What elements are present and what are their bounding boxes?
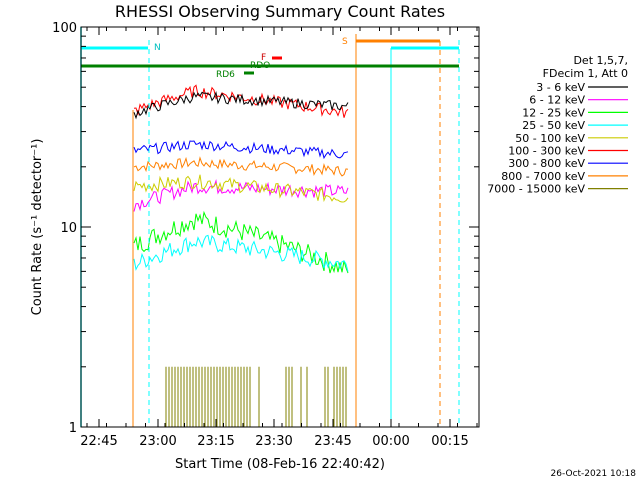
plot-series [133,84,349,427]
y-tick-label: 1 [69,421,77,436]
legend-header-line-2: FDecim 1, Att 0 [543,67,628,80]
flare-flag: F [261,53,266,63]
legend-label: 100 - 300 keV [508,145,585,158]
legend-label: 50 - 100 keV [515,132,585,145]
legend-label: 300 - 800 keV [508,157,585,170]
decimation-flag: RD6 [216,70,235,80]
x-tick-label: 22:45 [80,434,117,449]
night-flag: N [154,43,161,53]
x-tick-label: 23:15 [197,434,234,449]
x-tick-label: 00:00 [372,434,409,449]
legend-label: 7000 - 15000 keV [487,183,585,196]
legend-label: 25 - 50 keV [522,119,585,132]
x-tick-label: 23:00 [139,434,176,449]
legend-label: 12 - 25 keV [522,106,585,119]
x-axis-label: Start Time (08-Feb-16 22:40:42) [175,457,385,472]
series-line [133,84,349,118]
legend-label: 6 - 12 keV [529,94,585,107]
series-line [133,90,349,120]
legend-label: 3 - 6 keV [536,81,585,94]
series-line [133,179,349,212]
timestamp: 26-Oct-2021 10:18 [551,469,637,479]
saa-flag: S [342,37,348,47]
series-line [133,210,349,274]
y-ticks: 1 10 100 [52,21,479,436]
rdo-flag: RDO [250,61,270,71]
y-tick-label: 100 [52,21,77,36]
series-line [133,140,349,160]
legend-label: 800 - 7000 keV [501,170,585,183]
x-tick-label: 23:30 [255,434,292,449]
legend-header-line-1: Det 1,5,7, [573,54,628,67]
x-ticks: 22:45 23:00 23:15 23:30 23:45 00:00 00:15 [80,27,478,449]
y-tick-label: 10 [60,221,77,236]
series-line [133,174,349,203]
series-line [133,156,349,177]
y-axis-label: Count Rate (s⁻¹ detector⁻¹) [30,139,45,316]
chart-title: RHESSI Observing Summary Count Rates [115,2,445,21]
plot-frame [80,26,480,428]
series-line [133,234,349,272]
x-tick-label: 23:45 [314,434,351,449]
x-tick-label: 00:15 [431,434,468,449]
